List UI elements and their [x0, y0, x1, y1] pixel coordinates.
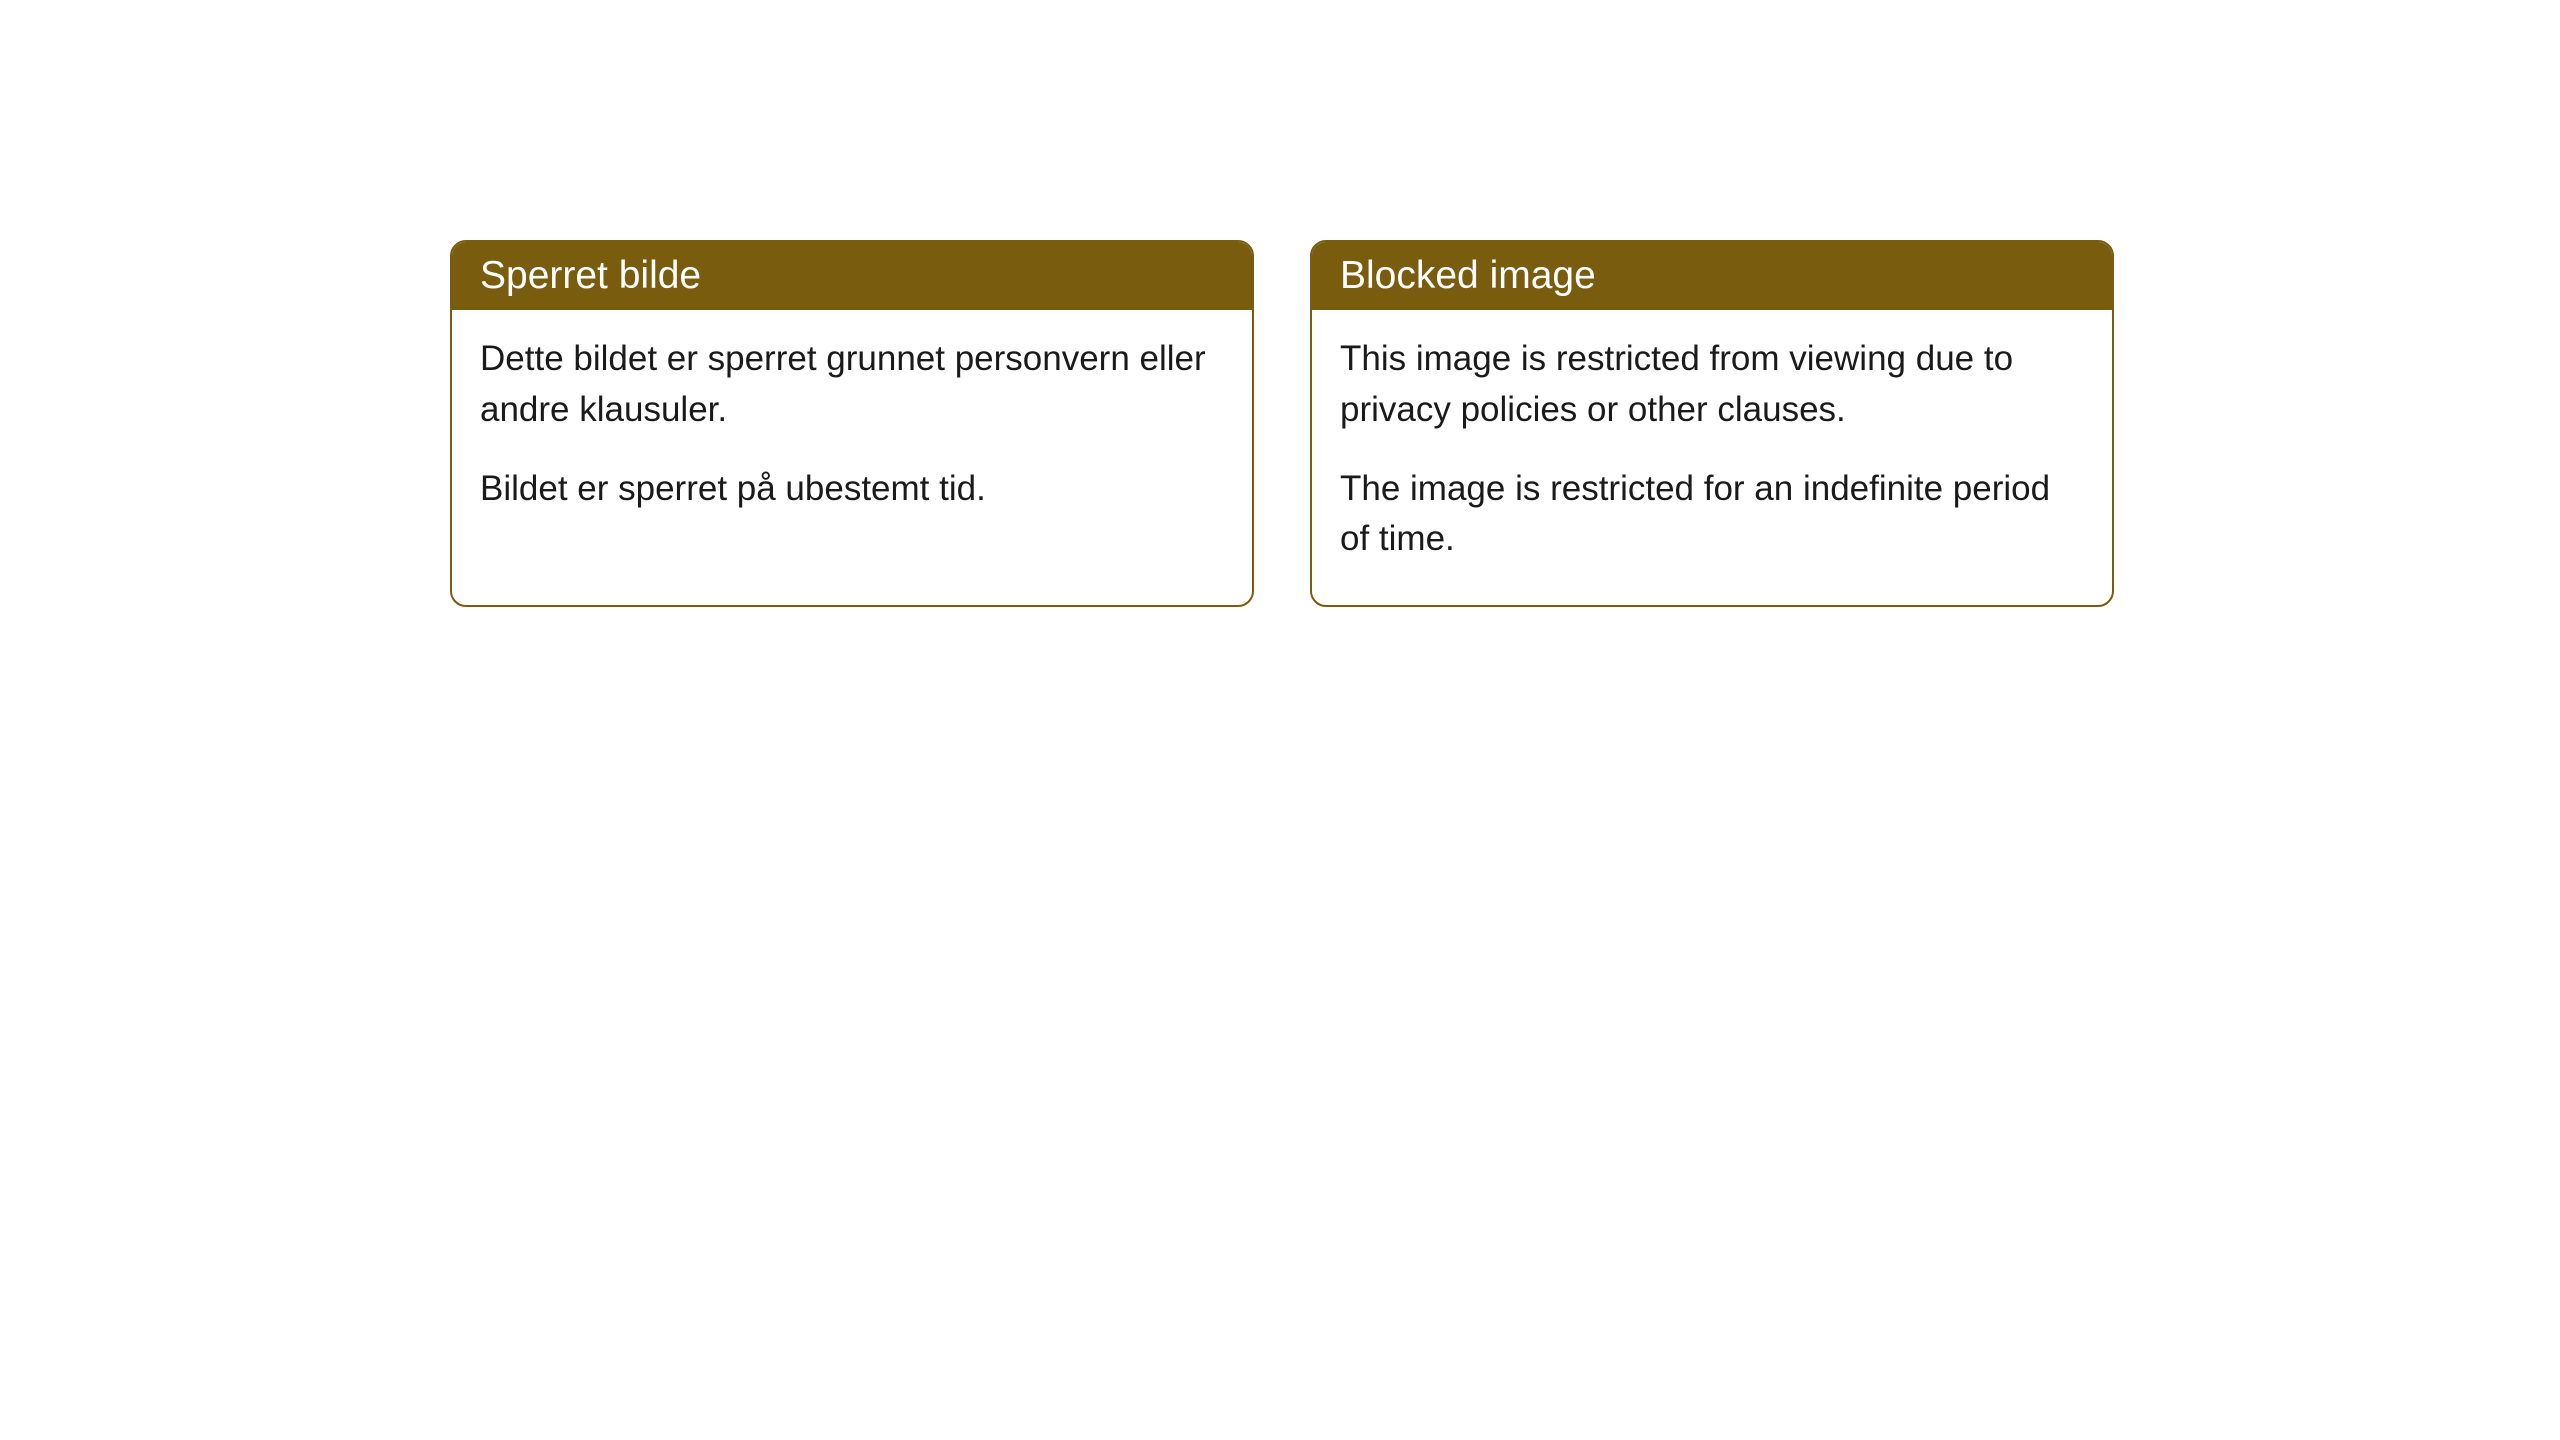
notice-container: Sperret bilde Dette bildet er sperret gr…: [0, 0, 2560, 607]
notice-card-body: Dette bildet er sperret grunnet personve…: [452, 310, 1252, 554]
notice-paragraph-2: Bildet er sperret på ubestemt tid.: [480, 464, 1224, 515]
notice-card-english: Blocked image This image is restricted f…: [1310, 240, 2114, 607]
notice-paragraph-1: Dette bildet er sperret grunnet personve…: [480, 334, 1224, 436]
notice-paragraph-2: The image is restricted for an indefinit…: [1340, 464, 2084, 566]
notice-card-norwegian: Sperret bilde Dette bildet er sperret gr…: [450, 240, 1254, 607]
notice-card-title: Blocked image: [1312, 242, 2112, 310]
notice-card-title: Sperret bilde: [452, 242, 1252, 310]
notice-paragraph-1: This image is restricted from viewing du…: [1340, 334, 2084, 436]
notice-card-body: This image is restricted from viewing du…: [1312, 310, 2112, 605]
